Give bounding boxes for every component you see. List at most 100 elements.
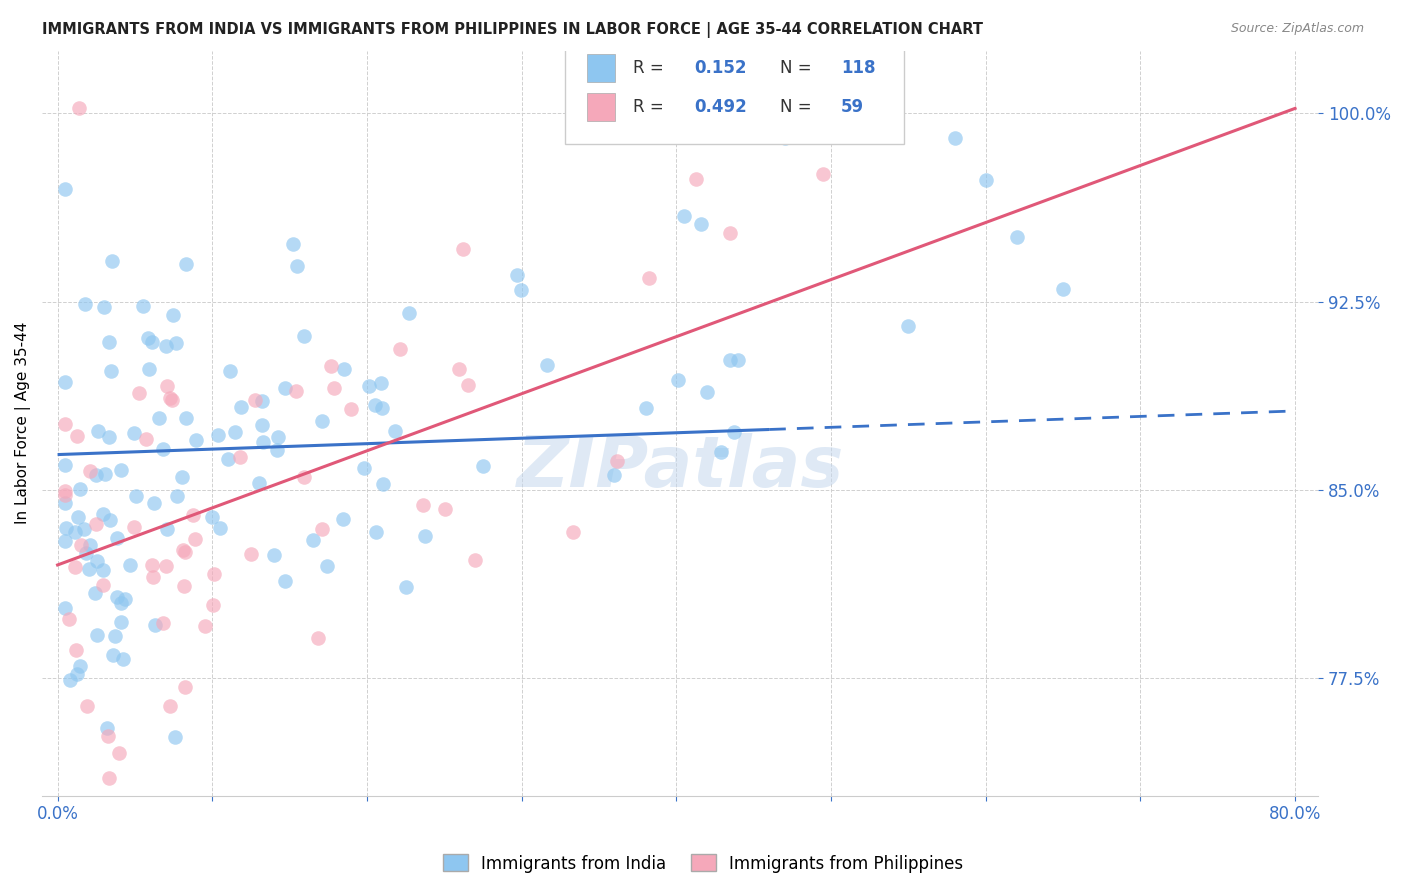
Point bbox=[53, 458, 76, 473]
Point bbox=[58, 612, 80, 626]
Point bbox=[447, 361, 470, 376]
Point bbox=[155, 339, 177, 353]
Point bbox=[696, 384, 718, 399]
Point bbox=[166, 489, 188, 503]
Point bbox=[637, 271, 659, 285]
Point bbox=[132, 299, 155, 313]
Point bbox=[666, 373, 689, 387]
FancyBboxPatch shape bbox=[588, 54, 614, 82]
Point bbox=[457, 378, 479, 392]
Text: R =: R = bbox=[633, 59, 669, 77]
Point bbox=[112, 652, 135, 666]
Point bbox=[284, 384, 307, 398]
Point bbox=[353, 461, 375, 475]
Point bbox=[160, 393, 183, 408]
Point bbox=[101, 253, 124, 268]
Point bbox=[943, 131, 966, 145]
Point bbox=[685, 172, 707, 186]
Point bbox=[370, 376, 392, 390]
Point bbox=[79, 463, 101, 477]
Point bbox=[718, 226, 741, 240]
Point bbox=[388, 343, 411, 357]
Point bbox=[141, 558, 163, 572]
Point bbox=[207, 428, 229, 442]
Point bbox=[321, 359, 343, 373]
FancyBboxPatch shape bbox=[588, 93, 614, 121]
FancyBboxPatch shape bbox=[565, 36, 904, 144]
Point bbox=[433, 502, 456, 516]
Point bbox=[135, 432, 157, 446]
Point bbox=[69, 483, 91, 497]
Point bbox=[690, 217, 713, 231]
Point bbox=[209, 521, 232, 535]
Point bbox=[364, 525, 387, 540]
Point bbox=[606, 453, 628, 467]
Point bbox=[371, 401, 394, 416]
Point bbox=[173, 680, 195, 694]
Point bbox=[340, 402, 363, 417]
Point bbox=[79, 538, 101, 552]
Point bbox=[727, 353, 749, 368]
Y-axis label: In Labor Force | Age 35-44: In Labor Force | Age 35-44 bbox=[15, 322, 31, 524]
Point bbox=[464, 553, 486, 567]
Point bbox=[98, 771, 121, 785]
Point bbox=[142, 570, 165, 584]
Point bbox=[897, 319, 920, 334]
Point bbox=[84, 517, 107, 532]
Point bbox=[67, 102, 90, 116]
Point bbox=[773, 131, 796, 145]
Point bbox=[53, 181, 76, 195]
Point bbox=[1005, 230, 1028, 244]
Point bbox=[114, 591, 136, 606]
Point bbox=[91, 507, 114, 521]
Point bbox=[173, 545, 195, 559]
Point bbox=[148, 410, 170, 425]
Point bbox=[138, 362, 160, 376]
Point bbox=[307, 631, 329, 645]
Point bbox=[636, 401, 658, 415]
Point bbox=[110, 463, 132, 477]
Point bbox=[316, 558, 339, 573]
Point bbox=[141, 334, 163, 349]
Point bbox=[201, 509, 224, 524]
Text: R =: R = bbox=[633, 98, 669, 116]
Point bbox=[94, 467, 117, 482]
Point bbox=[77, 562, 100, 576]
Point bbox=[165, 335, 187, 350]
Point bbox=[165, 730, 187, 744]
Text: Source: ZipAtlas.com: Source: ZipAtlas.com bbox=[1230, 22, 1364, 36]
Point bbox=[173, 579, 195, 593]
Point bbox=[69, 659, 91, 673]
Point bbox=[86, 553, 108, 567]
Point bbox=[228, 450, 250, 464]
Point bbox=[1052, 282, 1074, 296]
Point bbox=[510, 283, 533, 297]
Point bbox=[122, 520, 145, 534]
Point bbox=[73, 297, 96, 311]
Point bbox=[69, 538, 91, 552]
Point bbox=[63, 524, 86, 539]
Point bbox=[107, 746, 129, 760]
Point bbox=[301, 533, 323, 548]
Point bbox=[73, 522, 96, 536]
Point bbox=[65, 643, 87, 657]
Point bbox=[332, 362, 354, 376]
Point bbox=[184, 533, 207, 547]
Point bbox=[63, 560, 86, 574]
Point bbox=[453, 242, 475, 256]
Point bbox=[245, 392, 267, 407]
Point bbox=[143, 496, 166, 510]
Point bbox=[263, 548, 285, 562]
Point bbox=[83, 585, 105, 599]
Point bbox=[96, 721, 118, 735]
Point bbox=[97, 334, 120, 349]
Point bbox=[718, 353, 741, 368]
Point bbox=[274, 574, 297, 588]
Point bbox=[162, 308, 184, 322]
Point bbox=[53, 375, 76, 389]
Point bbox=[66, 510, 89, 524]
Point bbox=[128, 386, 150, 401]
Point bbox=[118, 558, 141, 572]
Point bbox=[124, 489, 146, 503]
Point bbox=[471, 458, 494, 473]
